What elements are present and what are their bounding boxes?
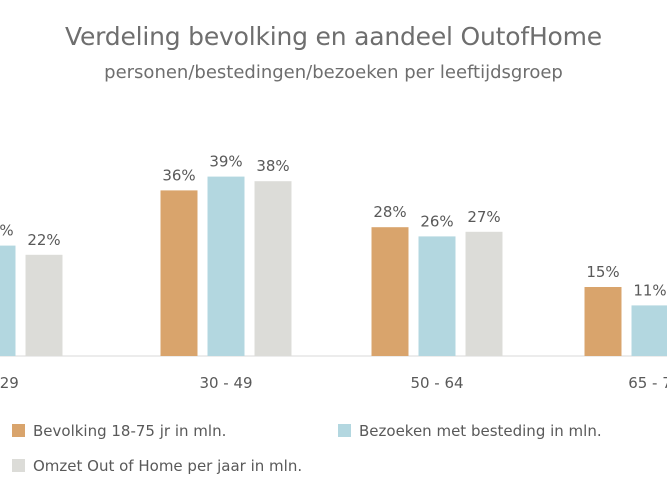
data-label-s1-c3: 11% <box>633 281 666 299</box>
bar-s0-c3 <box>584 287 622 356</box>
bar-s0-c2 <box>371 227 409 356</box>
data-label-s1-c1: 39% <box>209 153 242 171</box>
chart-subtitle: personen/bestedingen/bezoeken per leefti… <box>104 62 563 83</box>
legend-item-omzet: Omzet Out of Home per jaar in mln. <box>12 457 302 475</box>
category-label-0: 8 - 29 <box>0 374 19 392</box>
data-label-s2-c2: 27% <box>467 208 500 226</box>
bar-s1-c2 <box>418 236 456 356</box>
bar-s1-c1 <box>207 176 245 356</box>
legend-item-bezoeken: Bezoeken met besteding in mln. <box>338 422 602 440</box>
category-label-1: 30 - 49 <box>199 374 252 392</box>
legend-item-bevolking: Bevolking 18-75 jr in mln. <box>12 422 226 440</box>
data-label-s2-c0: 22% <box>27 231 60 249</box>
bar-s2-c1 <box>254 181 292 356</box>
legend-label-omzet: Omzet Out of Home per jaar in mln. <box>33 457 303 475</box>
chart-title: Verdeling bevolking en aandeel OutofHome <box>65 22 602 51</box>
legend-swatch-omzet <box>12 459 25 472</box>
category-label-2: 50 - 64 <box>410 374 463 392</box>
data-label-s0-c2: 28% <box>373 203 406 221</box>
legend-label-bevolking: Bevolking 18-75 jr in mln. <box>33 422 227 440</box>
bar-s0-c1 <box>160 190 198 356</box>
legend-label-bezoeken: Bezoeken met besteding in mln. <box>359 422 602 440</box>
bar-s2-c0 <box>25 254 63 356</box>
data-label-s0-c3: 15% <box>586 263 619 281</box>
data-label-s1-c0: 24% <box>0 222 14 240</box>
category-label-3: 65 - 7 <box>628 374 667 392</box>
data-label-s2-c1: 38% <box>256 157 289 175</box>
legend-swatch-bevolking <box>12 424 25 437</box>
bar-s2-c2 <box>465 231 503 356</box>
legend-swatch-bezoeken <box>338 424 351 437</box>
bar-s1-c3 <box>631 305 667 356</box>
data-label-s0-c1: 36% <box>162 166 195 184</box>
data-label-s1-c2: 26% <box>420 212 453 230</box>
bar-s1-c0 <box>0 245 16 356</box>
